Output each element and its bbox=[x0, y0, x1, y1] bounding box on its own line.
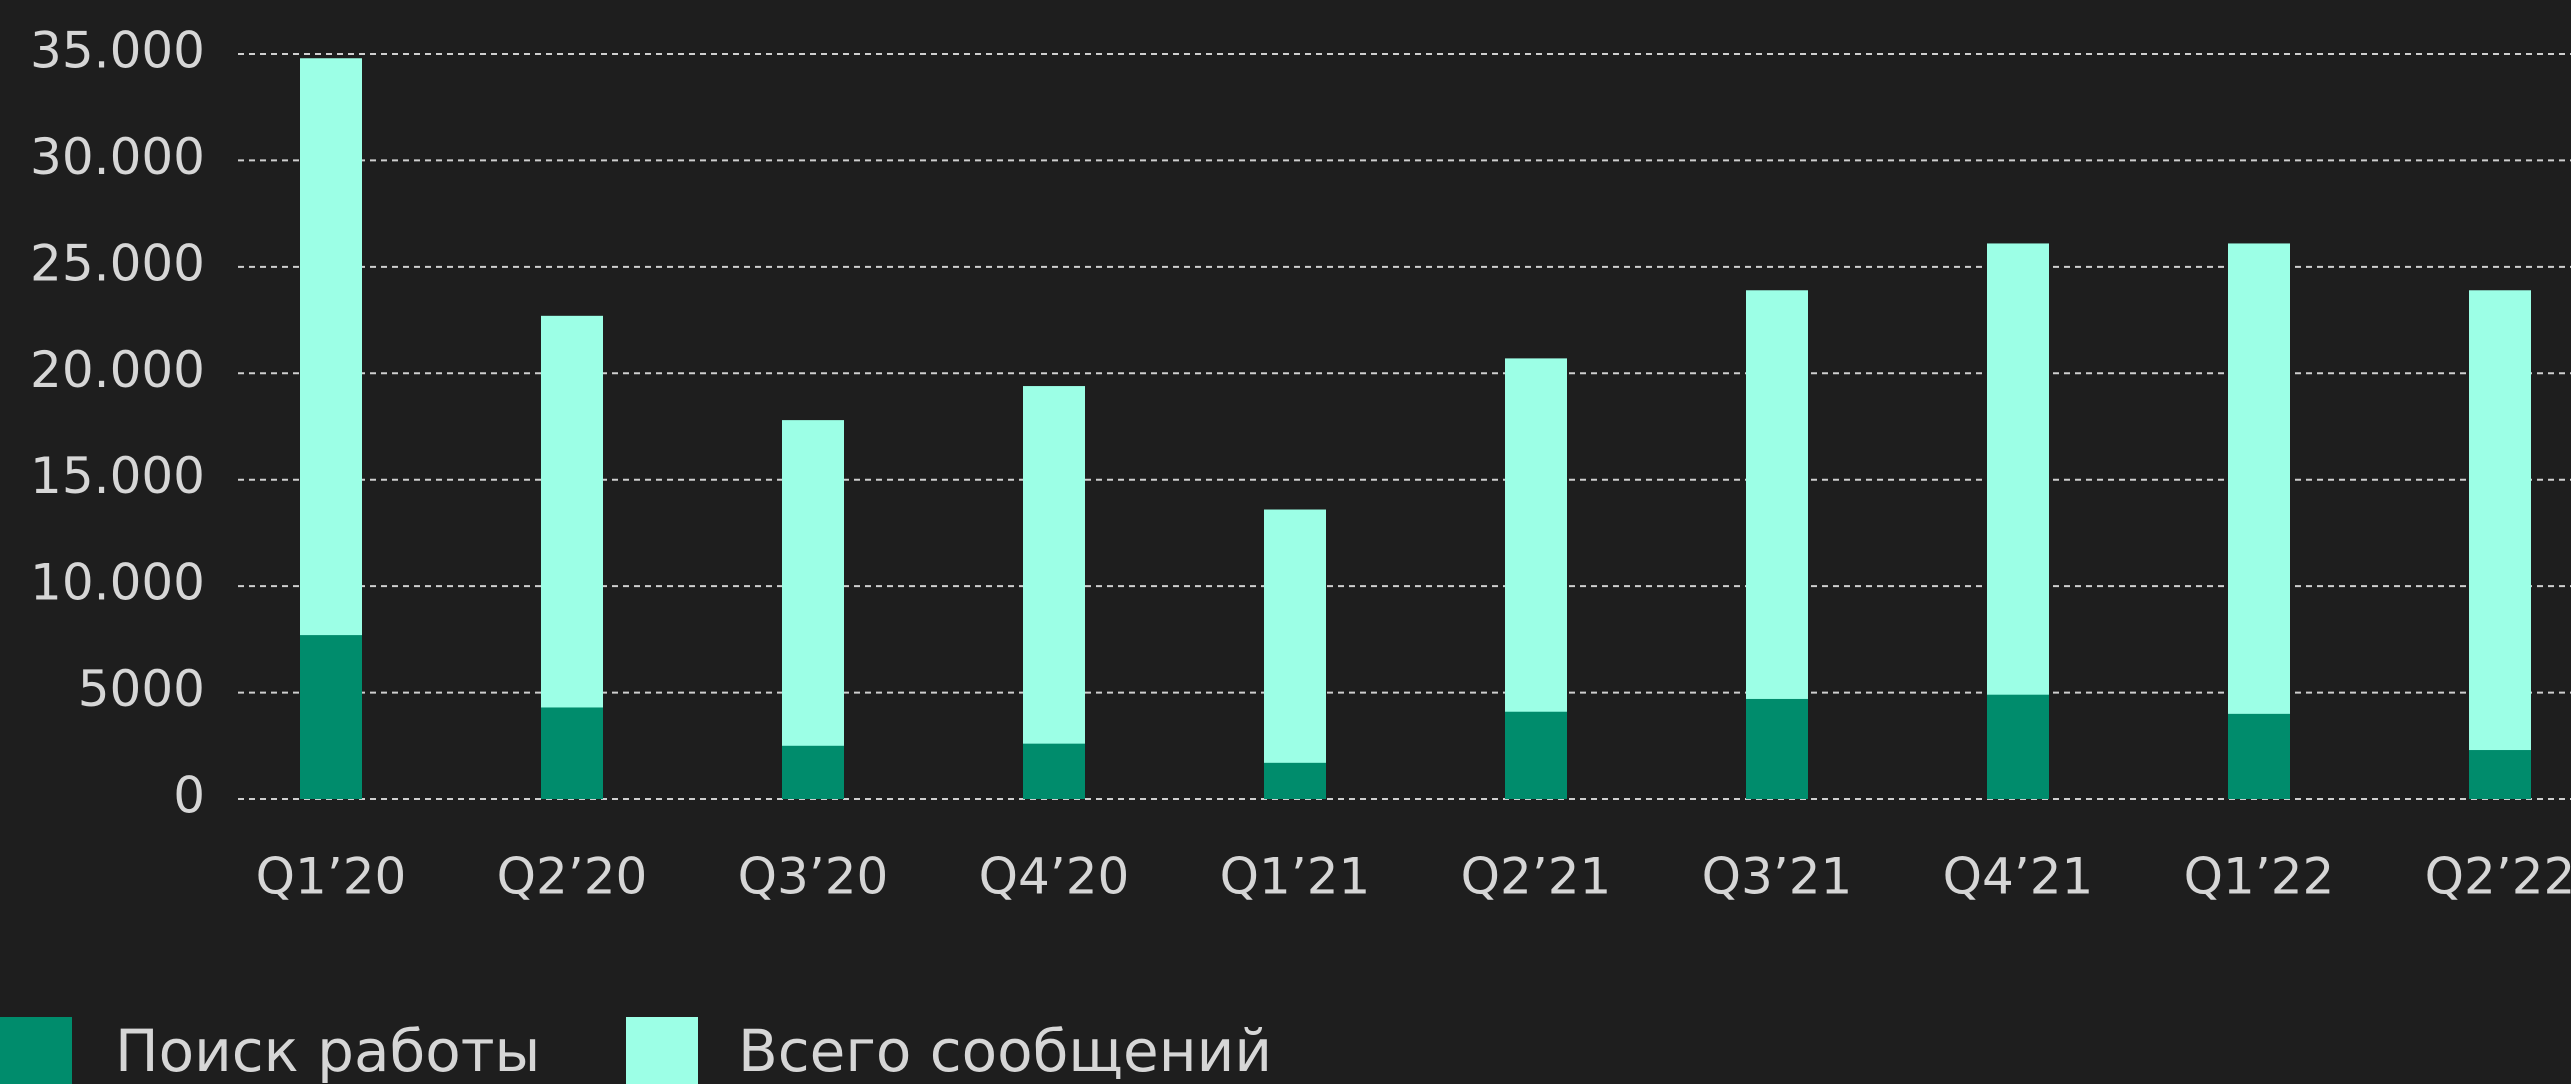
x-tick-label: Q2’22 bbox=[2425, 848, 2571, 906]
legend-label: Поиск работы bbox=[115, 1017, 540, 1084]
x-tick-label: Q3’21 bbox=[1702, 848, 1853, 906]
x-tick-label: Q3’20 bbox=[738, 848, 889, 906]
bar bbox=[1264, 762, 1326, 799]
y-tick-label: 5000 bbox=[78, 660, 205, 718]
bar bbox=[1505, 711, 1567, 799]
y-tick-label: 10.000 bbox=[30, 554, 205, 612]
bar bbox=[2469, 290, 2531, 799]
y-tick-label: 15.000 bbox=[30, 447, 205, 505]
x-tick-label: Q2’20 bbox=[497, 848, 648, 906]
x-tick-label: Q4’21 bbox=[1943, 848, 2094, 906]
legend-swatch bbox=[0, 1017, 72, 1084]
bar bbox=[782, 745, 844, 799]
y-tick-label: 0 bbox=[173, 767, 205, 825]
bar bbox=[1264, 509, 1326, 799]
bar bbox=[2228, 243, 2290, 799]
bar bbox=[300, 635, 362, 799]
bar bbox=[782, 420, 844, 799]
bar bbox=[541, 707, 603, 799]
y-tick-label: 35.000 bbox=[30, 22, 205, 80]
x-tick-label: Q1’20 bbox=[256, 848, 407, 906]
bar bbox=[1023, 743, 1085, 799]
y-tick-label: 20.000 bbox=[30, 341, 205, 399]
y-tick-label: 30.000 bbox=[30, 128, 205, 186]
bar bbox=[1023, 386, 1085, 799]
bar bbox=[2228, 713, 2290, 799]
legend-swatch bbox=[626, 1017, 698, 1084]
x-tick-label: Q2’21 bbox=[1461, 848, 1612, 906]
y-tick-label: 25.000 bbox=[30, 234, 205, 292]
bar bbox=[1987, 694, 2049, 799]
bar bbox=[1746, 698, 1808, 799]
x-tick-label: Q1’22 bbox=[2184, 848, 2335, 906]
legend-label: Всего сообщений bbox=[738, 1017, 1272, 1084]
x-tick-label: Q4’20 bbox=[979, 848, 1130, 906]
bar bbox=[2469, 750, 2531, 799]
x-tick-label: Q1’21 bbox=[1220, 848, 1371, 906]
